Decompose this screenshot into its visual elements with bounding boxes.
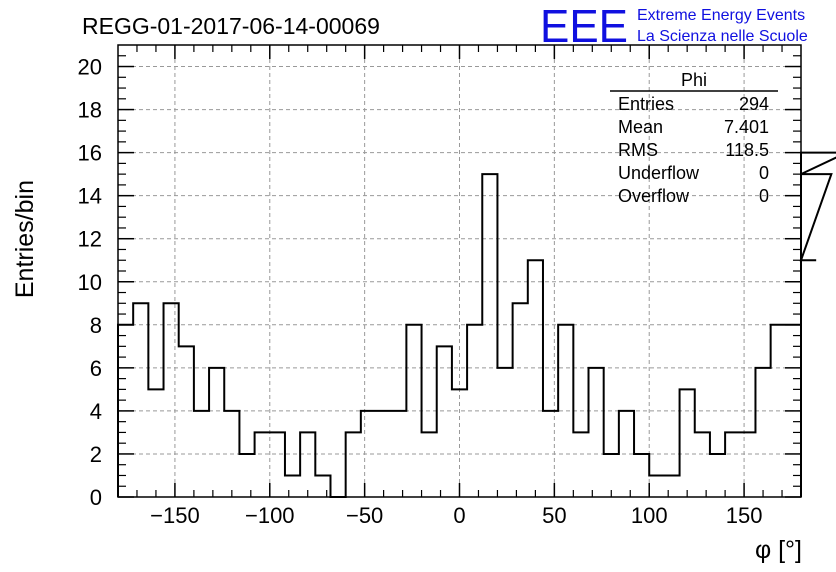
chart-title: REGG-01-2017-06-14-00069: [82, 13, 380, 39]
y-tick-label: 10: [78, 270, 102, 295]
stats-label-underflow: Underflow: [618, 163, 700, 183]
y-tick-label: 14: [78, 184, 102, 209]
stats-value-overflow: 0: [759, 186, 769, 206]
y-axis-ticks: 0 2 4 6 8 10 12 14 16 18 20: [78, 55, 801, 510]
y-tick-label: 8: [90, 313, 102, 338]
stats-box: Phi Entries 294 Mean 7.401 RMS 118.5 Und…: [610, 70, 778, 206]
y-tick-label: 2: [90, 442, 102, 467]
logo-line-2: La Scienza nelle Scuole: [637, 28, 808, 45]
stats-label-overflow: Overflow: [618, 186, 690, 206]
y-tick-label: 4: [90, 399, 102, 424]
stats-label-entries: Entries: [618, 94, 674, 114]
x-tick-label: 100: [631, 503, 668, 528]
stats-label-rms: RMS: [618, 140, 658, 160]
grid-lines: [118, 45, 801, 497]
stats-value-entries: 294: [739, 94, 769, 114]
y-tick-label: 18: [78, 98, 102, 123]
x-tick-label: −150: [150, 503, 200, 528]
histogram-step-line: [117, 151, 836, 498]
eee-logo-mark: EEE: [540, 0, 628, 52]
logo-line-1: Extreme Energy Events: [637, 7, 805, 24]
y-tick-label: 16: [78, 141, 102, 166]
x-axis-ticks: −150 −100 −50 0 50 100 150: [136, 45, 783, 528]
x-tick-label: −100: [245, 503, 295, 528]
stats-value-rms: 118.5: [725, 140, 769, 160]
x-tick-label: 150: [726, 503, 763, 528]
y-tick-label: 20: [78, 55, 102, 80]
stats-box-title: Phi: [681, 70, 707, 90]
y-tick-label: 6: [90, 356, 102, 381]
y-tick-label: 0: [90, 485, 102, 510]
x-axis-label: φ [°]: [755, 536, 802, 564]
stats-value-mean: 7.401: [724, 117, 769, 137]
x-tick-label: 50: [542, 503, 566, 528]
stats-value-underflow: 0: [759, 163, 769, 183]
y-tick-label: 12: [78, 227, 102, 252]
x-tick-label: −50: [346, 503, 383, 528]
y-axis-label: Entries/bin: [11, 180, 39, 298]
x-tick-label: 0: [453, 503, 465, 528]
stats-label-mean: Mean: [618, 117, 663, 137]
